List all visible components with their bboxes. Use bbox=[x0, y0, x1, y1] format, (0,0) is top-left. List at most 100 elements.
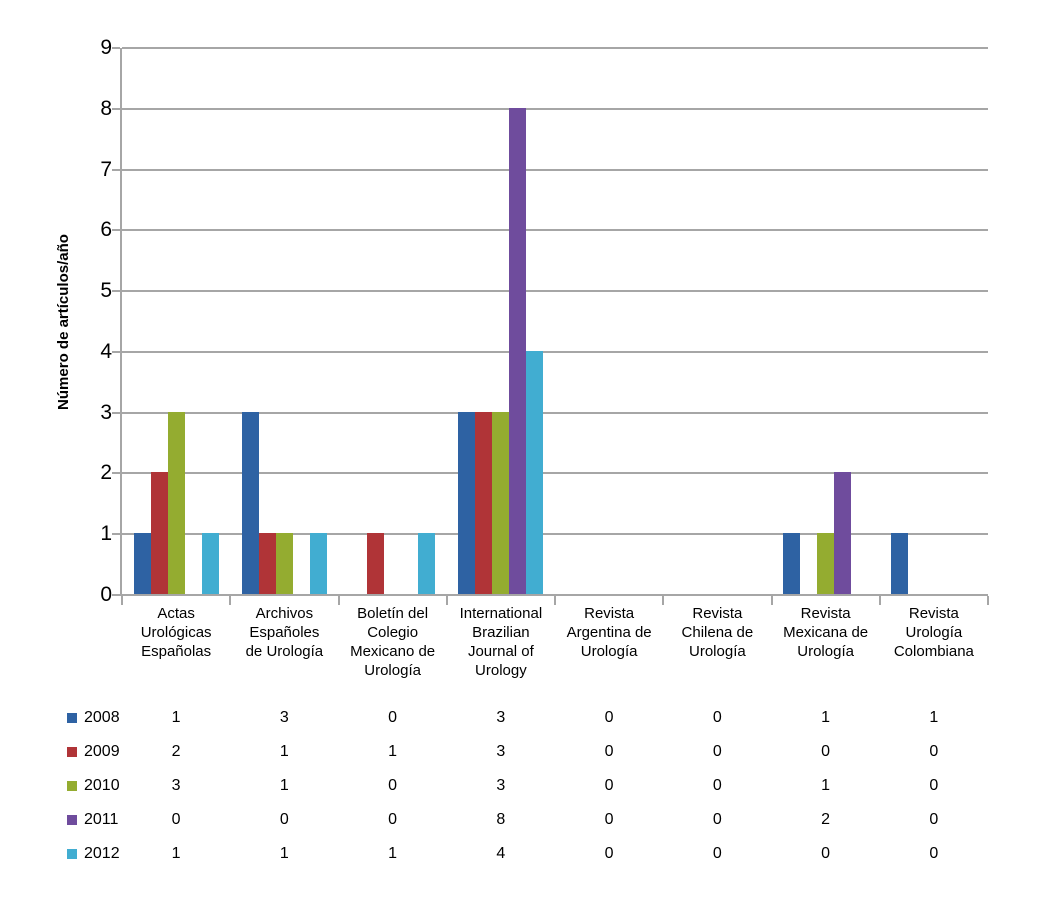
category-label-8: Revista Urología Colombiana bbox=[893, 605, 974, 660]
y-tick bbox=[112, 168, 120, 171]
category-label-1: Actas Urológicas Españolas bbox=[140, 605, 212, 660]
y-tick-label-9: 9 bbox=[100, 36, 112, 59]
table-value-2010-cat3: 0 bbox=[388, 777, 398, 794]
table-value-2009-cat7: 0 bbox=[821, 743, 831, 760]
category-label-6: Revista Chilena de Urología bbox=[681, 605, 754, 660]
y-tick bbox=[112, 229, 120, 232]
category-label-7: Revista Mexicana de Urología bbox=[783, 605, 869, 660]
x-tick bbox=[337, 596, 340, 605]
gridline bbox=[122, 107, 988, 110]
x-tick bbox=[229, 596, 232, 605]
table-value-2011-cat3: 0 bbox=[388, 811, 398, 828]
table-value-2008-cat4: 3 bbox=[496, 709, 506, 726]
table-value-2012-cat7: 0 bbox=[821, 845, 831, 862]
table-value-2008-cat1: 1 bbox=[171, 709, 181, 726]
table-value-2012-cat5: 0 bbox=[604, 845, 614, 862]
bar-2011-cat4 bbox=[509, 107, 527, 594]
table-value-2012-cat3: 1 bbox=[388, 845, 398, 862]
gridline bbox=[122, 411, 988, 414]
y-tick-label-7: 7 bbox=[100, 157, 112, 181]
gridline bbox=[122, 47, 988, 49]
legend-swatch-2008 bbox=[67, 713, 77, 723]
y-tick-label-3: 3 bbox=[100, 400, 112, 424]
x-tick bbox=[878, 596, 881, 605]
category-label-3: Boletín del Colegio Mexicano de Urología bbox=[350, 605, 436, 679]
table-value-2011-cat6: 0 bbox=[712, 811, 722, 828]
y-tick bbox=[112, 350, 120, 353]
bar-2012-cat3 bbox=[418, 533, 436, 594]
table-value-2012-cat1: 1 bbox=[171, 845, 181, 862]
table-value-2008-cat2: 3 bbox=[279, 709, 289, 726]
legend-swatch-2009 bbox=[67, 747, 77, 757]
legend-year-label-2012: 2012 bbox=[84, 845, 120, 862]
y-tick bbox=[112, 411, 120, 414]
table-value-2011-cat7: 2 bbox=[821, 811, 831, 828]
bar-2012-cat2 bbox=[309, 533, 327, 594]
bar-2008-cat8 bbox=[891, 533, 909, 594]
y-axis-title: Número de artículos/año bbox=[55, 234, 72, 410]
table-value-2010-cat1: 3 bbox=[171, 777, 181, 794]
table-value-2012-cat8: 0 bbox=[929, 845, 939, 862]
gridline bbox=[122, 229, 988, 232]
gridline bbox=[122, 350, 988, 353]
table-value-2008-cat5: 0 bbox=[604, 709, 614, 726]
x-tick bbox=[987, 596, 989, 605]
table-value-2008-cat3: 0 bbox=[388, 709, 398, 726]
bar-2011-cat7 bbox=[834, 472, 852, 594]
table-value-2008-cat7: 1 bbox=[821, 709, 831, 726]
table-value-2010-cat8: 0 bbox=[929, 777, 939, 794]
y-tick-label-2: 2 bbox=[100, 461, 112, 485]
legend-year-label-2008: 2008 bbox=[84, 709, 120, 726]
gridline bbox=[122, 290, 988, 293]
table-value-2010-cat6: 0 bbox=[712, 777, 722, 794]
table-value-2011-cat8: 0 bbox=[929, 811, 939, 828]
gridline bbox=[122, 472, 988, 475]
table-value-2011-cat1: 0 bbox=[171, 811, 181, 828]
x-tick bbox=[121, 596, 123, 605]
legend-swatch-2012 bbox=[67, 849, 77, 859]
bar-2009-cat1 bbox=[150, 472, 168, 594]
gridline bbox=[122, 533, 988, 536]
category-label-2: Archivos Españoles de Urología bbox=[245, 605, 324, 660]
bar-2012-cat1 bbox=[201, 533, 219, 594]
y-tick bbox=[112, 290, 120, 293]
y-axis-line bbox=[120, 48, 122, 596]
legend-year-label-2011: 2011 bbox=[84, 811, 119, 828]
table-value-2011-cat4: 8 bbox=[496, 811, 506, 828]
gridline bbox=[122, 168, 988, 171]
y-tick-label-1: 1 bbox=[100, 522, 112, 546]
bar-2008-cat4 bbox=[458, 411, 476, 594]
table-value-2010-cat7: 1 bbox=[821, 777, 831, 794]
table-value-2008-cat6: 0 bbox=[712, 709, 722, 726]
table-value-2012-cat2: 1 bbox=[279, 845, 289, 862]
legend-swatch-2010 bbox=[67, 781, 77, 791]
bar-2009-cat4 bbox=[475, 411, 493, 594]
bar-2008-cat1 bbox=[133, 533, 151, 594]
category-label-4: International Brazilian Journal of Urolo… bbox=[459, 605, 543, 679]
table-value-2010-cat5: 0 bbox=[604, 777, 614, 794]
table-value-2009-cat6: 0 bbox=[712, 743, 722, 760]
category-label-5: Revista Argentina de Urología bbox=[566, 605, 652, 660]
y-tick bbox=[112, 107, 120, 110]
bar-2010-cat2 bbox=[275, 533, 293, 594]
bar-2010-cat1 bbox=[167, 411, 185, 594]
legend-swatch-2011 bbox=[67, 815, 77, 825]
bar-2010-cat4 bbox=[492, 411, 510, 594]
bar-2008-cat7 bbox=[783, 533, 801, 594]
y-tick bbox=[112, 533, 120, 536]
bar-2012-cat4 bbox=[526, 350, 544, 594]
x-axis-line bbox=[120, 594, 988, 596]
table-value-2009-cat2: 1 bbox=[279, 743, 289, 760]
y-tick-label-4: 4 bbox=[100, 339, 112, 363]
bar-2010-cat7 bbox=[817, 533, 835, 594]
y-tick bbox=[112, 47, 120, 49]
table-value-2009-cat4: 3 bbox=[496, 743, 506, 760]
table-value-2012-cat4: 4 bbox=[496, 845, 506, 862]
bar-2008-cat2 bbox=[241, 411, 259, 594]
y-tick-label-8: 8 bbox=[100, 96, 112, 120]
y-tick-label-5: 5 bbox=[100, 279, 112, 303]
x-tick bbox=[554, 596, 556, 605]
bar-2009-cat3 bbox=[367, 533, 385, 594]
legend-year-label-2010: 2010 bbox=[84, 777, 120, 794]
